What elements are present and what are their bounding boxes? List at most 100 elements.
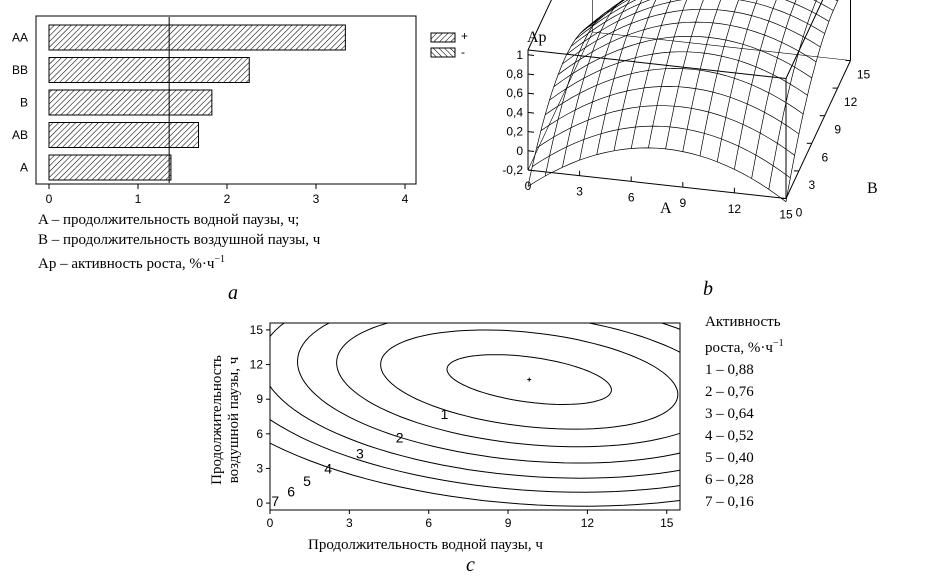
surface-grid-line xyxy=(532,125,791,179)
contour-x-tick-label: 3 xyxy=(346,516,353,530)
surface-z-tick xyxy=(527,54,535,56)
panel-label-a: a xyxy=(228,282,238,304)
surface-grid-line xyxy=(579,0,838,35)
contour-line-2 xyxy=(380,329,679,430)
contour-x-tick-label: 15 xyxy=(660,516,674,530)
surface-z-tick xyxy=(527,169,535,172)
contour-legend-title-2: роста, %·ч−1 xyxy=(705,338,784,356)
contour-y-tick-label: 12 xyxy=(250,358,264,372)
surface-grid-line xyxy=(785,0,839,202)
surface-grid-line xyxy=(540,86,800,135)
contour-x-tick-label: 6 xyxy=(425,516,432,530)
surface-x-tick-label: 6 xyxy=(628,190,635,204)
surface-z-tick-label: 0,8 xyxy=(506,67,523,81)
pareto-x-tick-label: 3 xyxy=(313,192,320,206)
surface-grid-line xyxy=(596,0,643,155)
pareto-bar-ab xyxy=(48,122,200,148)
surface-grid-line xyxy=(613,0,657,151)
surface-grid-line xyxy=(575,0,834,40)
contour-level-legend: Активность роста, %·ч−1 1 – 0,88 2 – 0,7… xyxy=(705,311,784,513)
pareto-plot-frame xyxy=(35,15,417,185)
surface-z-tick-label: 0 xyxy=(516,144,523,158)
legend-label-negative: - xyxy=(461,45,465,59)
contour-line-7 xyxy=(270,442,680,507)
surface-grid-line xyxy=(699,0,739,156)
box-edge xyxy=(785,60,851,199)
contour-line-1 xyxy=(446,354,612,405)
contour-y-tick-label: 3 xyxy=(256,461,263,475)
contour-level-label: 3 xyxy=(356,445,364,461)
surface-grid-line xyxy=(527,147,787,203)
surface-grid-line xyxy=(665,0,704,149)
surface-z-tick-label: 1 xyxy=(516,48,523,62)
surface-z-tick xyxy=(527,111,535,114)
factor-legend-b: B – продолжительность воздушной паузы, ч xyxy=(38,232,321,248)
factor-legend: A – продолжительность водной паузы, ч; B… xyxy=(38,210,320,274)
contour-line-3 xyxy=(336,323,680,448)
surface-x-tick-label: 0 xyxy=(525,179,532,193)
pareto-category-label: BB xyxy=(12,63,28,77)
surface-x-tick-label: 9 xyxy=(679,196,686,210)
contour-level-label: 2 xyxy=(396,429,404,445)
surface-y-tick-label: 9 xyxy=(834,123,841,137)
surface-grid-line xyxy=(768,0,817,190)
surface-grid-line xyxy=(682,0,722,152)
surface-y-tick-label: 6 xyxy=(821,150,828,164)
contour-line-6 xyxy=(270,418,680,493)
surface-grid-line xyxy=(562,8,821,65)
pareto-bar-a xyxy=(48,154,172,181)
legend-swatch-negative xyxy=(430,47,456,58)
surface-x-axis-label: A xyxy=(660,200,672,217)
pareto-category-label: A xyxy=(20,161,28,175)
surface-z-tick xyxy=(527,92,535,95)
surface-grid-line xyxy=(553,35,812,87)
contour-y-tick-label: 6 xyxy=(256,427,263,441)
contour-y-tick-label: 0 xyxy=(256,496,263,510)
panel-label-c: c xyxy=(466,554,475,576)
surface-x-tick-label: 15 xyxy=(779,208,793,222)
pareto-x-tick-label: 2 xyxy=(224,192,231,206)
contour-legend-item: 5 – 0,40 xyxy=(705,450,754,466)
contour-line-4 xyxy=(296,323,680,464)
pareto-bar-b xyxy=(48,89,213,116)
surface-z-tick xyxy=(527,131,535,133)
contour-legend-item: 2 – 0,76 xyxy=(705,384,754,400)
contour-level-label: 7 xyxy=(271,493,279,509)
contour-legend-item: 7 – 0,16 xyxy=(705,494,754,510)
contour-legend-item: 4 – 0,52 xyxy=(705,428,754,444)
surface-z-tick-label: -0,2 xyxy=(502,163,523,177)
pareto-x-tick-label: 4 xyxy=(402,192,409,206)
surface-grid-line xyxy=(557,21,817,75)
surface-grid-line xyxy=(579,0,631,161)
surface-y-tick-label: 0 xyxy=(796,206,803,220)
contour-level-label: 4 xyxy=(324,460,332,476)
contour-level-label: 1 xyxy=(441,406,449,422)
surface-y-tick-label: 15 xyxy=(857,68,871,82)
legend-label-positive: + xyxy=(461,29,468,43)
pareto-bar-aa xyxy=(48,24,346,51)
surface-grid-line xyxy=(544,10,610,177)
surface-z-tick xyxy=(527,73,535,76)
contour-line-5 xyxy=(270,323,680,479)
surface-grid-line xyxy=(751,0,797,179)
surface-grid-line xyxy=(549,51,808,101)
legend-swatch-positive xyxy=(430,32,456,43)
pareto-x-tick-label: 1 xyxy=(135,192,142,206)
surface-y-tick-label: 3 xyxy=(809,178,816,192)
surface-grid-line xyxy=(570,0,830,47)
panel-label-b: b xyxy=(703,278,713,300)
surface-grid-line xyxy=(545,68,804,115)
pareto-category-label: AB xyxy=(12,128,28,142)
contour-legend-item: 6 – 0,28 xyxy=(705,472,754,488)
surface-z-axis-label: Ap xyxy=(527,29,547,46)
surface-grid-line xyxy=(716,0,758,162)
surface-z-tick-label: 0,6 xyxy=(506,86,523,100)
surface-grid-line xyxy=(648,0,688,148)
box-edge xyxy=(527,31,593,171)
contour-y-tick-label: 15 xyxy=(250,323,264,337)
surface-z-tick-label: 0,2 xyxy=(506,125,523,139)
pareto-category-label: AA xyxy=(12,31,28,45)
